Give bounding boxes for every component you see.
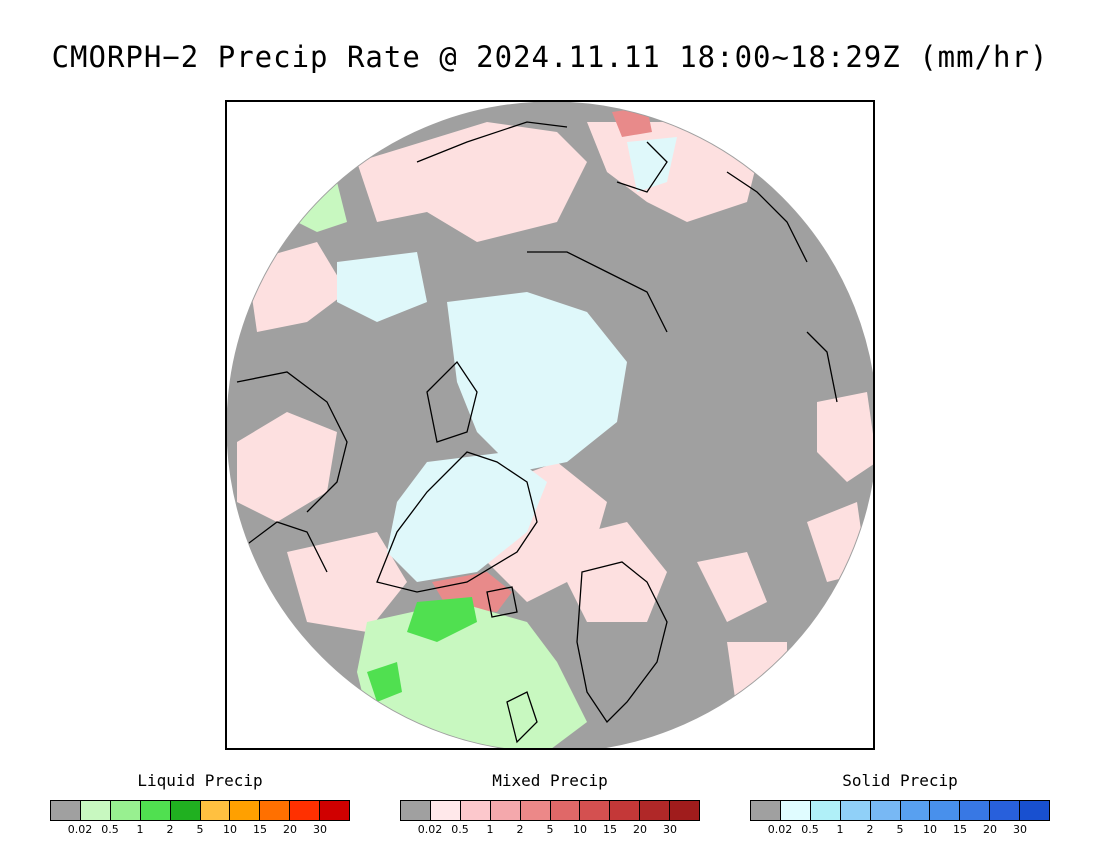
liquid-swatch-3 xyxy=(140,801,171,820)
solid-tick-label: 0.02 xyxy=(767,823,793,836)
solid-swatch-6 xyxy=(930,801,961,820)
mixed-tick-label: 0.5 xyxy=(451,823,469,836)
liquid-tick-label: 0.02 xyxy=(67,823,93,836)
mixed-tick-label: 15 xyxy=(603,823,617,836)
polar-precip-map xyxy=(227,102,873,748)
legend-solid: Solid Precip 0.02 0.5 1 2 5 10 15 20 30 xyxy=(750,770,1050,837)
liquid-tick-label: 15 xyxy=(253,823,267,836)
mixed-swatch-3 xyxy=(490,801,521,820)
mixed-tick-label: 20 xyxy=(633,823,647,836)
solid-tick-label: 1 xyxy=(836,823,844,836)
solid-swatch-7 xyxy=(960,801,991,820)
mixed-tick-label: 2 xyxy=(516,823,524,836)
map-frame xyxy=(225,100,875,750)
liquid-swatch-0 xyxy=(51,801,81,820)
liquid-precip-moderate xyxy=(367,597,477,702)
solid-tick-label: 10 xyxy=(923,823,937,836)
legend-liquid-title: Liquid Precip xyxy=(137,771,263,790)
mixed-swatch-8 xyxy=(640,801,671,820)
mixed-tick-label: 1 xyxy=(486,823,494,836)
legend-solid-ticks: 0.02 0.5 1 2 5 10 15 20 30 xyxy=(750,821,1050,837)
mixed-tick-label: 10 xyxy=(573,823,587,836)
solid-swatch-9 xyxy=(1020,801,1050,820)
liquid-tick-label: 20 xyxy=(283,823,297,836)
mixed-tick-label: 0.02 xyxy=(417,823,443,836)
legend-solid-title: Solid Precip xyxy=(842,771,958,790)
liquid-tick-label: 10 xyxy=(223,823,237,836)
mixed-swatch-1 xyxy=(430,801,461,820)
solid-precip-regions xyxy=(337,137,677,582)
solid-swatch-3 xyxy=(840,801,871,820)
solid-tick-label: 5 xyxy=(896,823,904,836)
mixed-swatch-5 xyxy=(550,801,581,820)
solid-tick-label: 0.5 xyxy=(801,823,819,836)
mixed-swatch-4 xyxy=(520,801,551,820)
liquid-swatch-6 xyxy=(230,801,261,820)
mixed-swatch-7 xyxy=(610,801,641,820)
legend-mixed-ticks: 0.02 0.5 1 2 5 10 15 20 30 xyxy=(400,821,700,837)
liquid-swatch-7 xyxy=(260,801,291,820)
solid-tick-label: 20 xyxy=(983,823,997,836)
coastlines xyxy=(236,121,838,744)
legend-solid-colorbar xyxy=(750,800,1050,821)
solid-tick-label: 30 xyxy=(1013,823,1027,836)
liquid-tick-label: 0.5 xyxy=(101,823,119,836)
mixed-swatch-2 xyxy=(460,801,491,820)
legend-mixed-title: Mixed Precip xyxy=(492,771,608,790)
mixed-swatch-0 xyxy=(401,801,431,820)
mixed-tick-label: 30 xyxy=(663,823,677,836)
liquid-swatch-2 xyxy=(110,801,141,820)
solid-tick-label: 15 xyxy=(953,823,967,836)
liquid-swatch-9 xyxy=(320,801,350,820)
liquid-tick-label: 2 xyxy=(166,823,174,836)
liquid-swatch-8 xyxy=(290,801,321,820)
mixed-tick-label: 5 xyxy=(546,823,554,836)
solid-swatch-0 xyxy=(751,801,781,820)
liquid-tick-label: 5 xyxy=(196,823,204,836)
liquid-swatch-1 xyxy=(80,801,111,820)
solid-swatch-5 xyxy=(900,801,931,820)
legend-mixed: Mixed Precip 0.02 0.5 1 2 5 10 15 20 30 xyxy=(400,770,700,837)
liquid-swatch-5 xyxy=(200,801,231,820)
map-title: CMORPH−2 Precip Rate @ 2024.11.11 18:00~… xyxy=(51,40,1049,74)
solid-swatch-8 xyxy=(990,801,1021,820)
legend-liquid: Liquid Precip 0.02 0.5 1 2 5 10 15 20 30 xyxy=(50,770,350,837)
liquid-tick-label: 1 xyxy=(136,823,144,836)
legend-mixed-colorbar xyxy=(400,800,700,821)
liquid-tick-label: 30 xyxy=(313,823,327,836)
legend-liquid-colorbar xyxy=(50,800,350,821)
solid-swatch-1 xyxy=(780,801,811,820)
liquid-swatch-4 xyxy=(170,801,201,820)
solid-swatch-4 xyxy=(870,801,901,820)
solid-swatch-2 xyxy=(810,801,841,820)
legend-liquid-ticks: 0.02 0.5 1 2 5 10 15 20 30 xyxy=(50,821,350,837)
mixed-swatch-9 xyxy=(670,801,700,820)
solid-tick-label: 2 xyxy=(866,823,874,836)
mixed-swatch-6 xyxy=(580,801,611,820)
